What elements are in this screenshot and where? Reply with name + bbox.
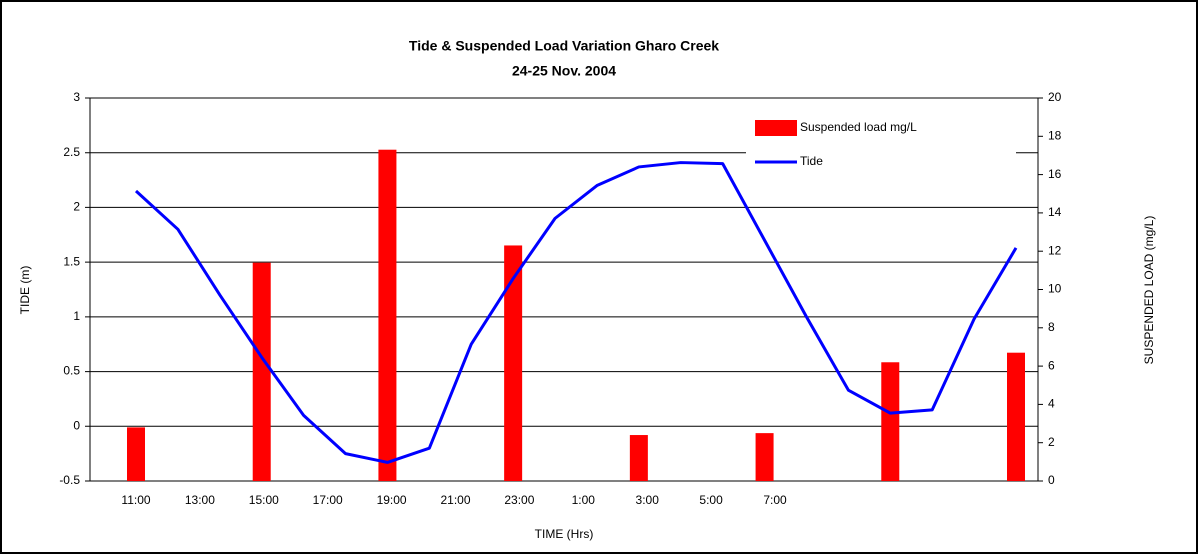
x-tick-label: 15:00 [249,493,279,507]
chart-subtitle: 24-25 Nov. 2004 [512,63,616,79]
y-tick-label: 2 [73,200,80,214]
bar [127,427,145,481]
x-tick-label: 7:00 [763,493,787,507]
x-tick-label: 23:00 [504,493,534,507]
y2-tick-label: 10 [1048,282,1062,296]
bar [1007,352,1025,481]
x-axis-label: TIME (Hrs) [535,527,594,541]
y2-tick-label: 16 [1048,167,1062,181]
x-tick-label: 13:00 [185,493,215,507]
y2-tick-label: 8 [1048,320,1055,334]
x-tick-label: 11:00 [121,493,150,507]
y-tick-label: 1.5 [63,254,80,268]
y2-tick-label: 20 [1048,90,1062,104]
bar [504,245,523,481]
y2-tick-label: 0 [1048,473,1055,487]
y2-tick-label: 18 [1048,128,1062,142]
legend-label: Suspended load mg/L [800,120,917,134]
y2-tick-label: 14 [1048,205,1062,219]
x-tick-label: 5:00 [699,493,723,507]
y-tick-label: 2.5 [63,145,80,159]
y2-tick-label: 6 [1048,358,1055,372]
y-axis-label: TIDE (m) [18,266,32,315]
bar [252,262,271,481]
y-tick-label: -0.5 [59,473,80,487]
y-tick-label: 0.5 [63,364,80,378]
y2-axis-label: SUSPENDED LOAD (mg/L) [1142,216,1156,365]
legend-swatch [755,120,797,136]
x-tick-label: 21:00 [440,493,470,507]
bar [378,149,397,481]
bar [755,433,774,481]
chart-title: Tide & Suspended Load Variation Gharo Cr… [409,38,719,54]
legend-label: Tide [800,154,823,168]
y2-tick-label: 4 [1048,397,1055,411]
x-tick-label: 17:00 [313,493,343,507]
x-tick-label: 1:00 [572,493,596,507]
y-tick-label: 0 [73,418,80,432]
y2-tick-label: 2 [1048,435,1055,449]
y2-tick-label: 12 [1048,243,1062,257]
bar [629,435,648,481]
x-tick-label: 19:00 [377,493,407,507]
y-tick-label: 1 [73,309,80,323]
bar [881,362,900,481]
x-tick-label: 3:00 [636,493,660,507]
y-tick-label: 3 [73,90,80,104]
tide-line [134,161,1018,464]
